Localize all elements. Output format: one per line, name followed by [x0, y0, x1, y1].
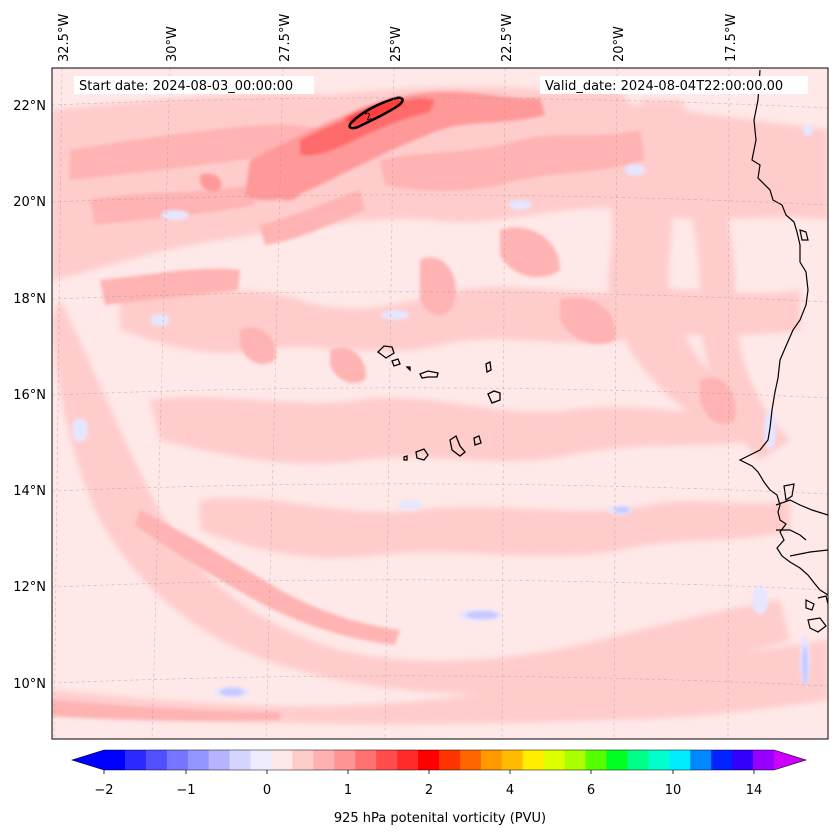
pv-field-negative-strong: [220, 507, 808, 696]
colorbar-tick-10: 10: [665, 783, 682, 798]
africa-coastline: [738, 69, 828, 633]
lon-label-27-5w: 27.5°W: [278, 14, 293, 62]
colorbar-swatch: [355, 750, 377, 770]
map-frame: [51, 67, 829, 740]
colorbar-tick-2: 2: [425, 783, 433, 798]
pv-field-strong: [200, 91, 545, 201]
colorbar-swatch: [166, 750, 189, 770]
lon-label-22-5w: 22.5°W: [500, 14, 515, 62]
colorbar-swatch: [187, 750, 210, 770]
colorbar-swatch: [418, 750, 440, 770]
lat-label-12n: 12°N: [13, 580, 46, 595]
colorbar-tick-6: 6: [587, 783, 595, 798]
colorbar-swatch: [522, 750, 545, 770]
colorbar-swatch: [104, 750, 126, 770]
valid-date-box: [540, 76, 808, 94]
colorbar-swatch: [690, 750, 712, 770]
colorbar-swatch: [250, 750, 272, 770]
colorbar-swatch: [459, 750, 482, 770]
colorbar-swatch: [229, 750, 252, 770]
pv-field-medium: [52, 124, 736, 721]
island-boa-vista: [487, 390, 501, 404]
colorbar-under-arrow: [72, 750, 104, 770]
island-maio: [473, 435, 482, 446]
colorbar-swatch: [648, 750, 670, 770]
colorbar-swatch: [480, 750, 503, 770]
colorbar-swatch: [124, 750, 147, 770]
island-fogo: [415, 448, 429, 461]
colorbar-swatch: [439, 750, 461, 770]
colorbar-swatch: [585, 750, 607, 770]
lon-label-25w: 25°W: [389, 26, 404, 62]
colorbar-tick-0: 0: [263, 783, 271, 798]
lon-label-20w: 20°W: [612, 26, 627, 62]
colorbar-swatch: [501, 750, 524, 770]
colorbar-swatch: [564, 750, 587, 770]
lat-label-14n: 14°N: [13, 484, 46, 499]
island-santiago: [449, 435, 466, 457]
colorbar-swatch: [334, 750, 356, 770]
colorbar-tick-14: 14: [746, 783, 763, 798]
colorbar-swatch: [376, 750, 398, 770]
colorbar-swatch: [543, 750, 566, 770]
colorbar-tick-m2: −2: [94, 783, 113, 798]
colorbar-label: 925 hPa potenital vorticity (PVU): [334, 811, 546, 826]
graticule: [52, 68, 828, 739]
lat-label-16n: 16°N: [13, 388, 46, 403]
valid-date-text: Valid_date: 2024-08-04T22:00:00.00: [545, 79, 783, 94]
lat-label-18n: 18°N: [13, 292, 46, 307]
colorbar-swatch: [292, 750, 314, 770]
island-sao-vicente: [391, 358, 401, 367]
lat-label-10n: 10°N: [13, 677, 46, 692]
longitude-labels: 32.5°W 30°W 27.5°W 25°W 22.5°W 20°W 17.5…: [57, 14, 739, 62]
lat-label-22n: 22°N: [13, 99, 46, 114]
start-date-box: [74, 76, 314, 94]
colorbar-over-arrow: [774, 750, 806, 770]
colorbar-swatch: [711, 750, 733, 770]
map-panel: 2: [52, 68, 828, 739]
colorbar-swatch: [606, 750, 628, 770]
lon-label-30w: 30°W: [165, 26, 180, 62]
colorbar-tick-4: 4: [506, 783, 514, 798]
island-santa-luzia: [405, 366, 411, 372]
colorbar-swatch: [669, 750, 691, 770]
latitude-labels: 22°N 20°N 18°N 16°N 14°N 12°N 10°N: [13, 99, 46, 692]
lat-label-20n: 20°N: [13, 195, 46, 210]
island-santo-antao: [377, 345, 395, 359]
lon-label-17-5w: 17.5°W: [724, 14, 739, 62]
island-sal: [485, 361, 492, 373]
colorbar: [70, 749, 808, 774]
contour-2pvu: 2: [348, 96, 404, 130]
island-brava: [403, 455, 408, 461]
colorbar-swatch: [732, 750, 754, 770]
colorbar-swatch: [271, 750, 293, 770]
colorbar-swatch: [627, 750, 649, 770]
island-sao-nicolau: [419, 370, 439, 379]
title-boxes: Start date: 2024-08-03_00:00:00 Valid_da…: [74, 76, 808, 94]
colorbar-swatch: [313, 750, 335, 770]
contour-label: 2: [364, 111, 374, 124]
colorbar-swatch: [208, 750, 231, 770]
lon-label-32-5w: 32.5°W: [57, 14, 72, 62]
colorbar-swatch: [397, 750, 419, 770]
start-date-text: Start date: 2024-08-03_00:00:00: [79, 79, 293, 94]
cape-verde-islands: [377, 345, 501, 461]
colorbar-tick-1: 1: [344, 783, 352, 798]
colorbar-tick-m1: −1: [176, 783, 195, 798]
colorbar-swatch: [145, 750, 168, 770]
colorbar-ticks: −2 −1 0 1 2 4 6 10 14: [94, 783, 762, 798]
colorbar-swatch: [753, 750, 775, 770]
